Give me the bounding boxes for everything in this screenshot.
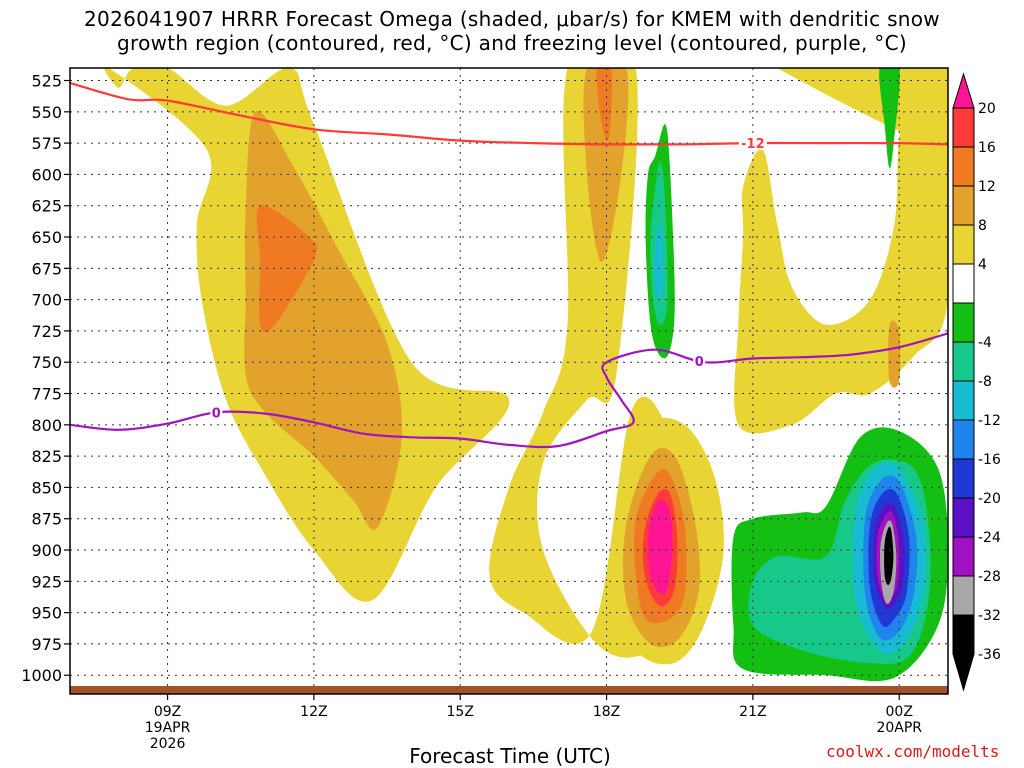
y-tick-label-725: 725 <box>31 322 62 341</box>
omega-shading <box>104 68 948 682</box>
y-tick-label-550: 550 <box>31 103 62 122</box>
colorbar-label-0: 20 <box>978 101 996 117</box>
y-tick-label-850: 850 <box>31 478 62 497</box>
grid <box>70 68 948 694</box>
omega-region-descent-top-right-green <box>879 68 900 169</box>
x-tick-label-24-1: 00Z <box>886 704 913 720</box>
colorbar-label-3: 8 <box>978 218 987 234</box>
terrain-band <box>70 686 948 694</box>
colorbar-swatch-2 <box>952 185 975 226</box>
omega-region-ascent-left-core-8 <box>244 110 402 530</box>
colorbar-swatch-9 <box>952 458 975 499</box>
y-tick-label-925: 925 <box>31 572 62 591</box>
colorbar-label-6: -8 <box>978 374 992 390</box>
omega-region-descent-lower-right-36 <box>884 526 894 586</box>
contour-label-0-1: 0 <box>695 355 704 370</box>
colorbar-label-4: 4 <box>978 257 987 273</box>
colorbar: 20 16 12 8 4 -4 -8 -12 -16 -20 -24 -28 -32 -36 <box>952 72 1001 692</box>
y-tick-label-650: 650 <box>31 228 62 247</box>
x-axis-label: Forecast Time (UTC) <box>409 744 611 768</box>
colorbar-swatch-7 <box>952 380 975 421</box>
omega-region-ascent-lower-center-20 <box>648 499 673 595</box>
y-tick-label-825: 825 <box>31 447 62 466</box>
colorbar-label-7: -12 <box>978 413 1001 429</box>
contour-label-0-0: 0 <box>212 406 221 421</box>
contour-0 <box>70 332 948 449</box>
colorbar-swatch-10 <box>952 497 975 538</box>
y-tick-label-700: 700 <box>31 291 62 310</box>
omega-region-ascent-center-column-12 <box>596 68 613 141</box>
colorbar-top-arrow <box>952 72 975 109</box>
contour-label--12-0: -12 <box>741 137 765 152</box>
y-tick-label-625: 625 <box>31 197 62 216</box>
colorbar-label-2: 12 <box>978 179 996 195</box>
y-tick-label-875: 875 <box>31 510 62 529</box>
colorbar-swatch-4 <box>952 263 975 304</box>
credit-link[interactable]: coolwx.com/modelts <box>826 742 1000 761</box>
colorbar-swatch-11 <box>952 536 975 577</box>
colorbar-swatch-12 <box>952 575 975 616</box>
contour--12 <box>70 81 948 146</box>
contour-label-bg-0-0 <box>210 404 223 420</box>
colorbar-label-1: 16 <box>978 140 996 156</box>
colorbar-swatch-1 <box>952 146 975 187</box>
x-tick-label-24-2: 20APR <box>876 720 922 736</box>
chart-title-line1: 2026041907 HRRR Forecast Omega (shaded, … <box>84 7 940 31</box>
x-tick-label-9-3: 2026 <box>150 736 186 752</box>
omega-region-ascent-center-column-8 <box>583 68 629 263</box>
chart-title-line2: growth region (contoured, red, °C) and f… <box>117 31 907 55</box>
y-axis: 525 550 575 600 625 650 675 700 725 750 775 800 825 8… <box>21 72 70 685</box>
x-tick-label-9-2: 19APR <box>145 720 191 736</box>
y-tick-label-600: 600 <box>31 165 62 184</box>
y-tick-label-900: 900 <box>31 541 62 560</box>
colorbar-swatch-5 <box>952 302 975 343</box>
colorbar-swatch-13 <box>952 614 975 655</box>
x-tick-label-9-1: 09Z <box>154 704 181 720</box>
x-tick-label-15-1: 15Z <box>447 704 474 720</box>
x-tick-label-21-1: 21Z <box>739 704 766 720</box>
contour-label-bg-0-1 <box>693 352 706 368</box>
colorbar-label-11: -28 <box>978 569 1001 585</box>
y-tick-label-575: 575 <box>31 134 62 153</box>
colorbar-label-9: -20 <box>978 491 1001 507</box>
omega-region-descent-green-tongue-12 <box>654 221 663 301</box>
x-tick-label-18-1: 18Z <box>593 704 620 720</box>
y-tick-label-1000: 1000 <box>21 666 62 685</box>
plot-frame <box>69 67 949 695</box>
contours: -12 0 0 <box>70 81 948 449</box>
colorbar-label-13: -36 <box>978 647 1001 663</box>
y-tick-label-975: 975 <box>31 635 62 654</box>
colorbar-swatch-8 <box>952 419 975 460</box>
y-tick-label-750: 750 <box>31 353 62 372</box>
y-tick-label-775: 775 <box>31 385 62 404</box>
colorbar-swatch-0 <box>952 107 975 148</box>
y-tick-label-525: 525 <box>31 72 62 91</box>
colorbar-label-5: -4 <box>978 335 992 351</box>
y-tick-label-950: 950 <box>31 604 62 623</box>
colorbar-swatch-3 <box>952 224 975 265</box>
colorbar-label-12: -32 <box>978 608 1001 624</box>
y-tick-label-675: 675 <box>31 259 62 278</box>
colorbar-swatch-6 <box>952 341 975 382</box>
omega-region-ascent-right-small-8 <box>888 320 901 388</box>
colorbar-label-8: -16 <box>978 452 1001 468</box>
contour-label-bg--12-0 <box>738 135 767 151</box>
colorbar-bottom-arrow <box>952 653 975 692</box>
y-tick-label-800: 800 <box>31 416 62 435</box>
x-tick-label-12-1: 12Z <box>300 704 327 720</box>
colorbar-label-10: -24 <box>978 530 1001 546</box>
